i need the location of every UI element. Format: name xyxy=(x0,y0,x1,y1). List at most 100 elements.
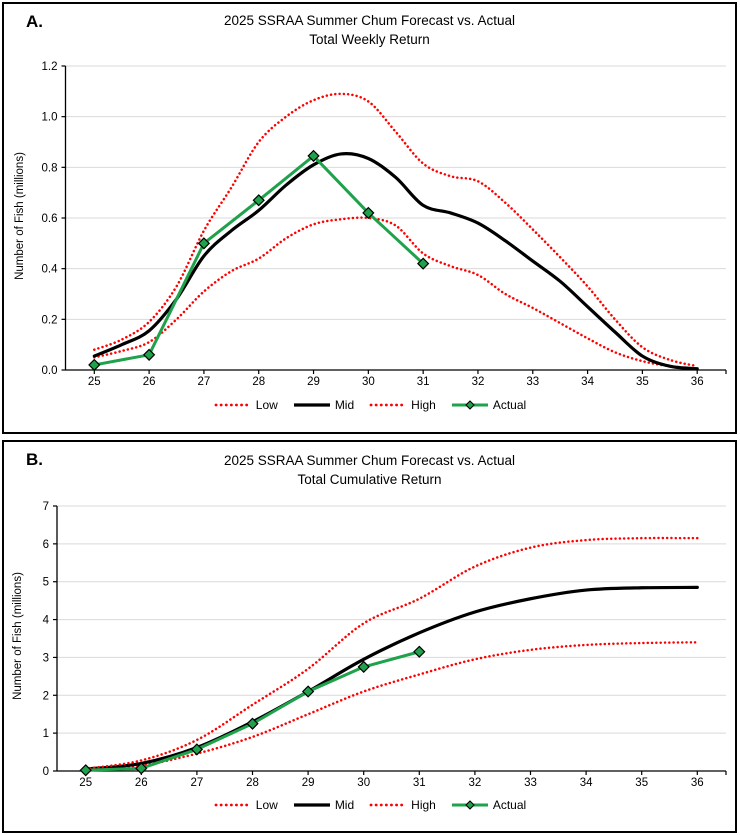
y-tick-label: 3 xyxy=(43,652,49,664)
chart-a-legend: Low Mid High Actual xyxy=(4,398,735,412)
legend-label-actual: Actual xyxy=(492,398,527,412)
x-tick-label: 34 xyxy=(580,777,593,789)
series-high xyxy=(93,92,699,368)
legend-sample-mid xyxy=(293,803,330,807)
y-tick-label: 7 xyxy=(43,501,49,513)
x-tick-label: 25 xyxy=(88,376,101,388)
series-mid xyxy=(92,152,699,371)
legend-label-high: High xyxy=(411,398,436,412)
series-low xyxy=(84,641,699,771)
y-tick-label: 0 xyxy=(43,766,49,778)
chart-b-title-line1: 2025 SSRAA Summer Chum Forecast vs. Actu… xyxy=(223,453,516,468)
legend-item-actual: Actual xyxy=(450,798,526,812)
legend-label-mid: Mid xyxy=(334,398,355,412)
series-actual-marker xyxy=(142,348,156,361)
y-tick-label: 1 xyxy=(43,728,49,740)
legend-label-low: Low xyxy=(255,798,278,812)
chart-b-title-line2: Total Cumulative Return xyxy=(297,472,442,487)
legend-label-high: High xyxy=(411,798,436,812)
legend-sample-high xyxy=(369,803,407,807)
legend-item-mid: Mid xyxy=(292,398,354,412)
series-actual-marker xyxy=(197,237,211,250)
x-tick-label: 25 xyxy=(79,777,92,789)
chart-a-canvas: 0.0 0.2 0.4 0.6 0.8 1.0 1.2 25 26 27 28 29 30 31 32 33 3… xyxy=(42,61,727,388)
legend-sample-high xyxy=(369,403,407,407)
panel-b: B. 2025 SSRAA Summer Chum Forecast vs. A… xyxy=(2,440,737,833)
series-mid xyxy=(84,585,699,771)
x-tick-label: 34 xyxy=(581,376,594,388)
chart-b-title: 2025 SSRAA Summer Chum Forecast vs. Actu… xyxy=(4,451,735,489)
y-tick-label: 4 xyxy=(43,615,50,627)
x-tick-label: 32 xyxy=(472,376,485,388)
series-high xyxy=(84,536,699,770)
y-tick-label: 0.2 xyxy=(42,314,58,326)
legend-sample-actual xyxy=(451,400,488,410)
x-tick-label: 36 xyxy=(691,376,704,388)
y-tick-label: 1.0 xyxy=(42,112,58,124)
x-tick-label: 29 xyxy=(302,777,315,789)
x-tick-label: 28 xyxy=(252,376,265,388)
series-actual-marker xyxy=(252,194,265,207)
series-low xyxy=(93,216,699,370)
series-actual-marker xyxy=(79,764,92,777)
series-actual-marker xyxy=(190,743,204,756)
x-tick-label: 35 xyxy=(635,777,648,789)
series-actual-marker xyxy=(135,762,148,775)
y-tick-label: 5 xyxy=(43,577,49,589)
legend-sample-low xyxy=(214,403,252,407)
legend-diamond-marker xyxy=(465,400,475,410)
y-tick-label: 0.4 xyxy=(42,264,59,276)
y-tick-label: 0.6 xyxy=(42,213,58,225)
series-actual-marker xyxy=(88,358,101,372)
x-tick-label: 27 xyxy=(198,376,211,388)
legend-item-high: High xyxy=(368,398,436,412)
legend-item-low: Low xyxy=(213,798,278,812)
chart-b-legend: Low Mid High Actual xyxy=(4,798,735,812)
series-actual-marker xyxy=(357,660,370,674)
legend-item-high: High xyxy=(368,798,436,812)
x-tick-label: 31 xyxy=(417,376,430,388)
chart-a-title: 2025 SSRAA Summer Chum Forecast vs. Actu… xyxy=(4,11,735,49)
series-actual xyxy=(85,650,420,772)
x-tick-label: 32 xyxy=(469,777,482,789)
legend-sample-mid xyxy=(293,403,330,407)
x-tick-label: 35 xyxy=(636,376,649,388)
legend-item-actual: Actual xyxy=(450,398,526,412)
y-tick-label: 0.0 xyxy=(42,365,58,377)
legend-label-low: Low xyxy=(255,398,278,412)
x-tick-label: 30 xyxy=(362,376,375,388)
y-tick-label: 2 xyxy=(43,690,49,702)
x-tick-label: 26 xyxy=(143,376,156,388)
legend-item-low: Low xyxy=(213,398,278,412)
chart-a-title-line2: Total Weekly Return xyxy=(309,32,430,47)
y-tick-label: 1.2 xyxy=(42,61,58,73)
x-tick-label: 31 xyxy=(413,777,426,789)
legend-item-mid: Mid xyxy=(292,798,354,812)
y-tick-label: 6 xyxy=(43,539,49,551)
series-actual-marker xyxy=(307,149,320,163)
panel-b-letter: B. xyxy=(26,450,43,469)
series-actual-marker xyxy=(417,257,430,270)
legend-sample-actual xyxy=(451,800,488,810)
series-actual-marker xyxy=(246,717,259,730)
panel-a-letter: A. xyxy=(26,12,43,31)
series-actual-marker xyxy=(362,206,375,220)
legend-sample-low xyxy=(214,803,252,807)
x-tick-label: 27 xyxy=(191,777,204,789)
legend-label-mid: Mid xyxy=(334,798,355,812)
series-actual-marker xyxy=(301,685,315,698)
x-tick-label: 33 xyxy=(526,376,539,388)
x-tick-label: 33 xyxy=(524,777,537,789)
x-tick-label: 30 xyxy=(357,777,370,789)
x-tick-label: 28 xyxy=(246,777,259,789)
x-tick-label: 26 xyxy=(135,777,148,789)
x-tick-label: 29 xyxy=(307,376,320,388)
chart-a-title-line1: 2025 SSRAA Summer Chum Forecast vs. Actu… xyxy=(223,13,516,28)
series-actual-marker xyxy=(413,645,426,658)
panel-a: A. 2025 SSRAA Summer Chum Forecast vs. A… xyxy=(2,2,737,434)
legend-diamond-marker xyxy=(465,800,475,810)
y-tick-label: 0.8 xyxy=(42,162,58,174)
legend-label-actual: Actual xyxy=(492,798,527,812)
